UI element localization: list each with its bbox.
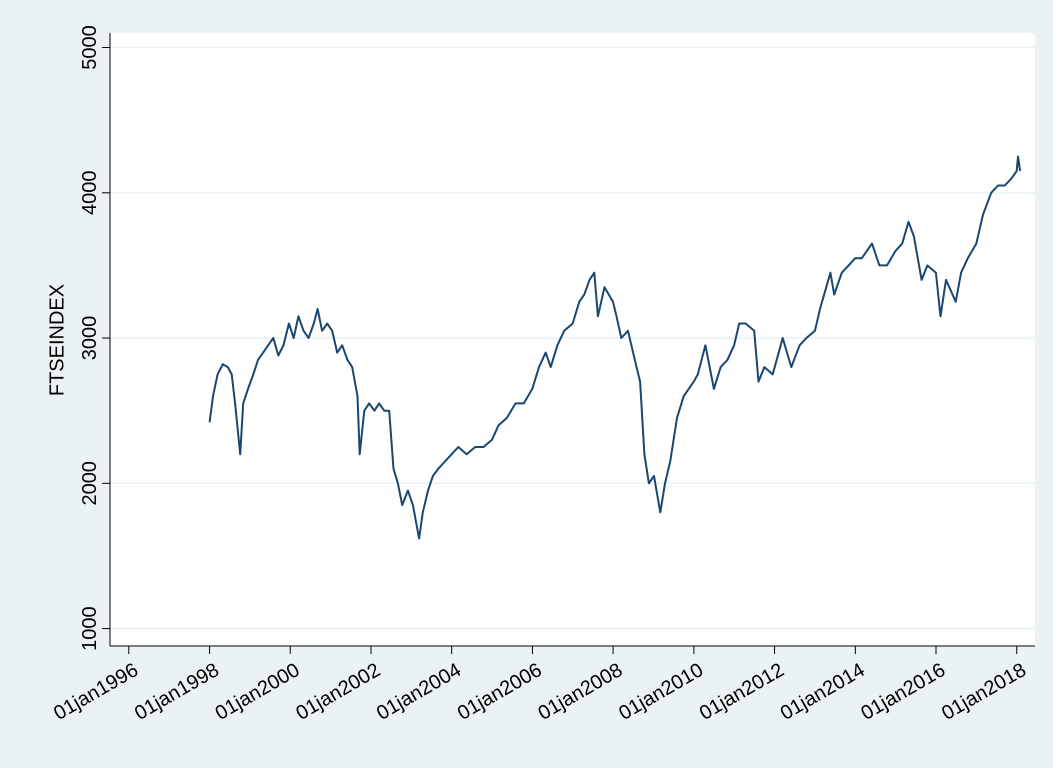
y-tick-label: 5000 bbox=[79, 25, 101, 69]
y-tick-label: 2000 bbox=[79, 461, 101, 506]
series-line bbox=[208, 155, 1022, 540]
plot-area bbox=[110, 33, 1035, 646]
y-tick-label: 1000 bbox=[79, 606, 101, 651]
y-tick-label: 3000 bbox=[79, 316, 101, 361]
y-tick-label: 4000 bbox=[79, 171, 101, 216]
y-axis-title: FTSEINDEX bbox=[46, 284, 68, 396]
